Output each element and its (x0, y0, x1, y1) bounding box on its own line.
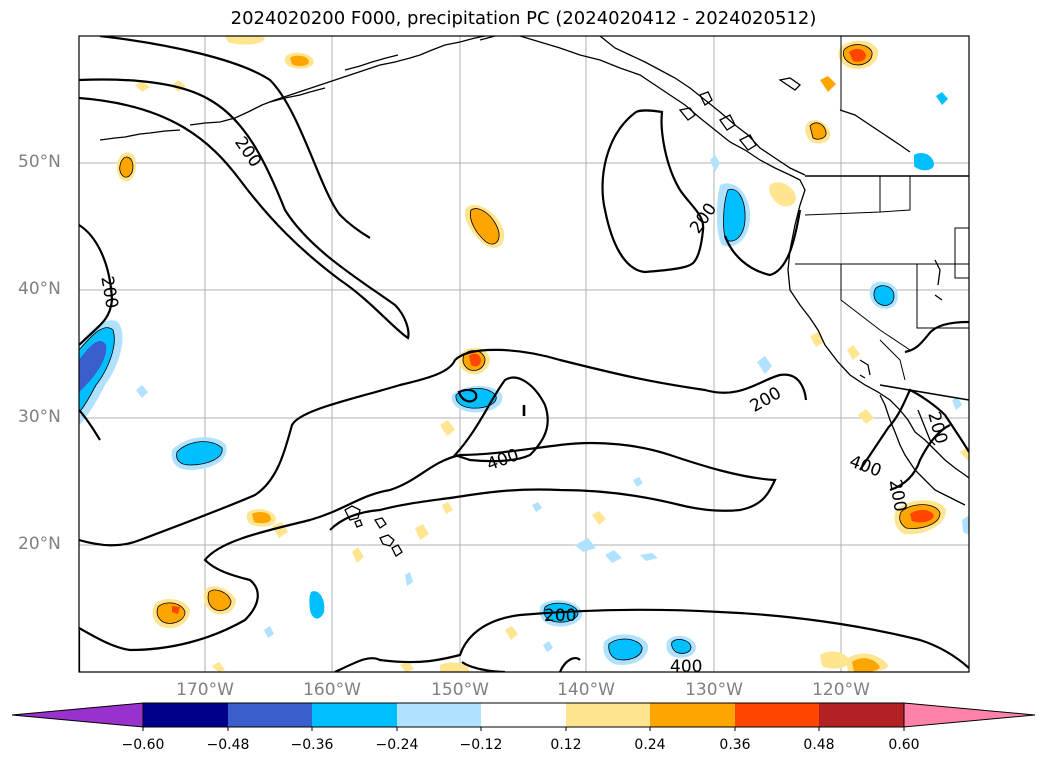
colorbar-bin (650, 703, 735, 727)
political-boundaries (795, 36, 969, 401)
colorbar-bin (312, 703, 397, 727)
negative-precip-areas (79, 92, 969, 666)
lon-label-140w: 140°W (557, 680, 615, 700)
contour-label: 400 (484, 445, 521, 475)
colorbar-tick-label: −0.24 (375, 737, 419, 753)
colorbar-extend-max (903, 702, 1036, 728)
contour-label: 200 (923, 410, 951, 447)
colorbar-tick-label: −0.48 (206, 737, 250, 753)
lon-label-150w: 150°W (431, 680, 489, 700)
colorbar-tick-label: −0.12 (459, 737, 503, 753)
height-contours (79, 36, 969, 672)
colorbar-bin (819, 703, 904, 727)
lat-label-40n: 40°N (18, 279, 61, 299)
map-frame (78, 35, 970, 673)
colorbar-tick-label: 0.24 (634, 737, 666, 753)
colorbar-bin (481, 703, 566, 727)
lon-label-130w: 130°W (685, 680, 743, 700)
contour-label: 200 (544, 606, 576, 626)
colorbar (11, 702, 1036, 731)
lat-label-30n: 30°N (18, 407, 61, 427)
colorbar-bin (228, 703, 312, 727)
contour-label: 400 (670, 657, 702, 677)
colorbar-tick-label: 0.48 (803, 737, 835, 753)
colorbar-tick-label: −0.36 (290, 737, 334, 753)
graticule (79, 36, 969, 672)
colorbar-outline (142, 702, 905, 728)
contour-label: 200 (230, 133, 265, 171)
lat-label-20n: 20°N (18, 534, 61, 554)
contour-label: 200 (96, 275, 121, 310)
colorbar-bin (397, 703, 481, 727)
colorbar-tick-label: −0.60 (121, 737, 165, 753)
contour-label: 200 (747, 383, 785, 417)
colorbar-bin (143, 703, 228, 727)
contour-label: 200 (885, 478, 910, 513)
colorbar-bin (735, 703, 819, 727)
lon-label-120w: 120°W (812, 680, 870, 700)
colorbar-tick-label: 0.12 (550, 737, 582, 753)
lon-label-160w: 160°W (303, 680, 361, 700)
lat-label-50n: 50°N (18, 152, 61, 172)
colorbar-bin (566, 703, 650, 727)
contour-label: 400 (847, 452, 884, 482)
lon-label-170w: 170°W (176, 680, 234, 700)
coastlines (99, 36, 969, 557)
colorbar-tick-label: 0.60 (888, 737, 920, 753)
colorbar-extend-min (11, 702, 144, 728)
map-title: 2024020200 F000, precipitation PC (20240… (230, 8, 817, 29)
colorbar-tick-label: 0.36 (719, 737, 751, 753)
